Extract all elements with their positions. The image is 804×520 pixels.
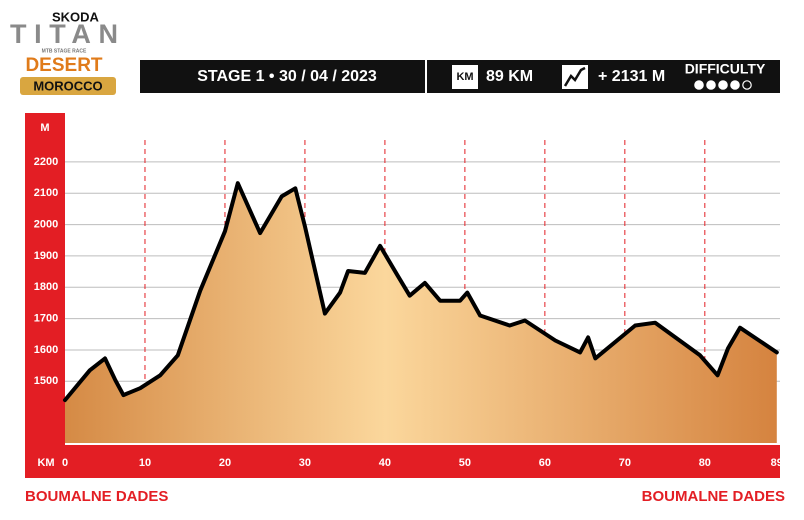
y-tick-label: 1700 bbox=[34, 313, 58, 325]
x-tick-label: 40 bbox=[379, 457, 391, 469]
logo-region: DESERT bbox=[25, 55, 102, 76]
difficulty-label: DIFFICULTY bbox=[685, 61, 766, 77]
y-tick-label: 1500 bbox=[34, 375, 58, 387]
x-tick-label: 20 bbox=[219, 457, 231, 469]
difficulty-dot bbox=[694, 80, 704, 90]
area bbox=[65, 183, 777, 443]
x-tick-label: 80 bbox=[699, 457, 711, 469]
difficulty-dot bbox=[706, 80, 716, 90]
distance: 89 KM bbox=[486, 68, 533, 85]
y-tick-label: 2100 bbox=[34, 187, 58, 199]
difficulty-dot bbox=[742, 80, 752, 90]
difficulty-dot bbox=[718, 80, 728, 90]
x-tick-label: 30 bbox=[299, 457, 311, 469]
y-tick-label: 1600 bbox=[34, 344, 58, 356]
finish-label: BOUMALNE DADES bbox=[642, 488, 785, 505]
start-label: BOUMALNE DADES bbox=[25, 488, 168, 505]
km-icon bbox=[452, 65, 478, 89]
elevation-gain: + 2131 M bbox=[598, 68, 665, 85]
y-tick-label: 2200 bbox=[34, 156, 58, 168]
difficulty-dot bbox=[730, 80, 740, 90]
x-tick-label: 0 bbox=[62, 457, 68, 469]
km-icon-label: KM bbox=[456, 71, 473, 83]
y-axis-band bbox=[25, 113, 65, 445]
x-tick-label: 50 bbox=[459, 457, 471, 469]
logo: SKODA TITAN MTB STAGE RACE DESERT MOROCC… bbox=[10, 9, 118, 95]
elevation-icon-line bbox=[563, 66, 586, 87]
stage-info: STAGE 1 • 30 / 04 / 2023 bbox=[197, 68, 377, 85]
x-tick-label: 60 bbox=[539, 457, 551, 469]
logo-country: MOROCCO bbox=[33, 78, 102, 93]
y-tick-label: 2000 bbox=[34, 219, 58, 231]
y-tick-label: 1900 bbox=[34, 250, 58, 262]
logo-brand: SKODA bbox=[52, 9, 100, 24]
y-tick-label: 1800 bbox=[34, 281, 58, 293]
logo-badge bbox=[20, 77, 116, 95]
x-axis-label: KM bbox=[37, 457, 54, 469]
y-axis-label: M bbox=[40, 122, 49, 134]
logo-tagline: MTB STAGE RACE bbox=[42, 48, 87, 54]
x-tick-label: 89 bbox=[771, 457, 783, 469]
x-tick-label: 10 bbox=[139, 457, 151, 469]
x-axis-band bbox=[25, 445, 780, 478]
x-tick-label: 70 bbox=[619, 457, 631, 469]
line bbox=[63, 181, 779, 403]
